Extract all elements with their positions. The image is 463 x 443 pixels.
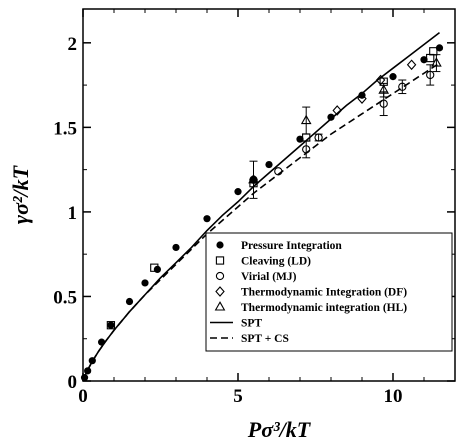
data-point: [429, 47, 438, 56]
series-open-triangle: [248, 54, 442, 199]
data-point: [265, 160, 273, 169]
spt-line: [82, 32, 440, 382]
data-point: [426, 70, 435, 80]
data-point: [420, 56, 428, 64]
data-point: [84, 367, 92, 375]
data-point: [141, 279, 149, 287]
legend: Pressure Integration Cleaving (LD) Virial …: [205, 232, 453, 352]
legend-entry: SPT + CS: [241, 333, 289, 345]
data-point: [234, 188, 242, 196]
legend-entry: SPT: [241, 318, 262, 330]
legend-entry: Thermodynamic integration (HL): [241, 302, 407, 314]
data-point: [435, 44, 444, 52]
y-axis-title: γσ²/kT: [8, 164, 33, 224]
data-point: [431, 57, 442, 67]
data-point: [216, 241, 224, 249]
series-layer: [80, 32, 444, 382]
data-point: [300, 114, 312, 125]
data-point: [398, 82, 407, 91]
y-tick-label: 1: [68, 203, 78, 224]
data-point: [296, 135, 304, 143]
data-point: [358, 91, 366, 99]
data-point: [98, 338, 106, 346]
data-point: [215, 286, 225, 297]
series-open-circle: [249, 64, 435, 184]
data-point: [80, 374, 89, 382]
axes: 0 5 10 0 0.5 1 1.5 2: [53, 9, 455, 407]
data-point: [378, 84, 390, 94]
data-point: [88, 357, 96, 365]
data-point: [327, 113, 335, 121]
data-point: [125, 297, 134, 306]
data-point: [379, 99, 388, 108]
data-point: [214, 301, 226, 311]
data-point: [106, 321, 116, 330]
data-point: [389, 73, 397, 81]
data-point: [406, 59, 417, 71]
x-tick-label: 5: [233, 386, 243, 407]
data-point: [107, 321, 115, 329]
data-point: [314, 133, 323, 142]
legend-entry: Virial (MJ): [241, 271, 297, 283]
data-point: [357, 93, 367, 104]
data-point: [150, 263, 159, 272]
data-point: [203, 215, 211, 223]
y-tick-label: 0.5: [53, 287, 77, 308]
data-point: [215, 256, 225, 265]
data-point: [172, 243, 180, 252]
x-tick-label: 10: [384, 386, 403, 407]
x-axis-title: Pσ³/kT: [247, 417, 312, 442]
legend-entry: Pressure Integration: [241, 240, 342, 252]
spt-cs-line: [82, 62, 440, 382]
data-point: [302, 145, 311, 154]
data-point: [215, 271, 225, 281]
legend-box: [205, 232, 453, 352]
data-point: [375, 74, 386, 86]
legend-entry: Thermodynamic Integration (DF): [241, 287, 407, 299]
data-point: [248, 173, 259, 184]
y-tick-label: 2: [68, 34, 78, 55]
data-point: [426, 53, 435, 63]
x-tick-label: 0: [78, 386, 88, 407]
series-open-diamond: [332, 59, 417, 116]
data-point: [274, 167, 283, 176]
y-tick-label: 1.5: [53, 118, 77, 139]
legend-entry: Cleaving (LD): [241, 256, 311, 268]
y-tick-label: 0: [68, 372, 78, 393]
data-point: [332, 105, 342, 116]
